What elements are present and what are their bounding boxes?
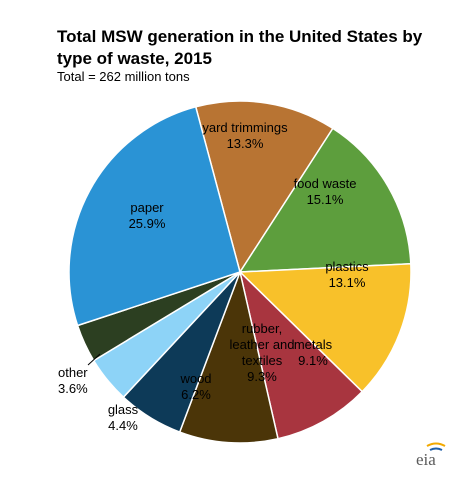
pie-slice-food-waste xyxy=(238,127,412,273)
slice-label: plastics 13.1% xyxy=(325,259,369,290)
slice-label: metals 9.1% xyxy=(294,337,333,368)
pie-slice-plastics xyxy=(238,262,412,393)
slice-label: rubber, leather and textiles 9.3% xyxy=(229,321,294,384)
eia-logo: eia xyxy=(416,442,446,469)
pie-slice-yard-trimmings xyxy=(194,100,334,274)
slice-label: food waste 15.1% xyxy=(294,176,357,207)
svg-text:eia: eia xyxy=(416,450,436,469)
slice-label: yard trimmings 13.3% xyxy=(202,120,288,151)
pie-slice-paper xyxy=(68,105,241,327)
other-leader-line xyxy=(87,353,101,366)
slice-label: other 3.6% xyxy=(58,365,88,396)
slice-label: wood 6.2% xyxy=(179,371,211,402)
slice-label: paper 25.9% xyxy=(129,200,166,231)
chart-subtitle: Total = 262 million tons xyxy=(57,69,190,84)
chart-title: Total MSW generation in the United State… xyxy=(57,27,423,68)
slice-label: glass 4.4% xyxy=(108,402,139,433)
pie-labels: yard trimmings 13.3%food waste 15.1% plasti… xyxy=(58,120,369,433)
pie-slices xyxy=(68,100,412,444)
pie-slice-metals xyxy=(238,269,364,440)
pie-slice-rubber-leather-and-textiles xyxy=(178,269,279,444)
